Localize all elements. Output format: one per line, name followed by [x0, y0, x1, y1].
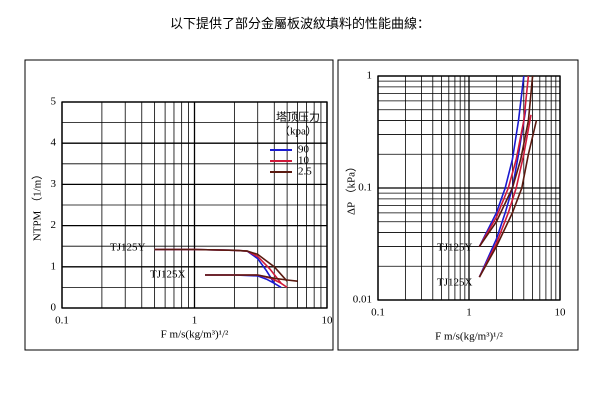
y-tick-label: 1	[51, 260, 57, 272]
curve	[478, 75, 530, 247]
page-title: 以下提供了部分金屬板波紋填料的性能曲線：	[170, 16, 430, 31]
legend-label: 2.5	[298, 166, 312, 178]
y-tick-label: 0.1	[358, 182, 372, 194]
curve	[478, 75, 534, 248]
x-tick-label: 0.1	[55, 315, 69, 327]
curve	[478, 109, 527, 278]
x-axis-label: F m/s(kg/m³)¹/²	[161, 329, 229, 341]
y-tick-label: 3	[51, 178, 57, 190]
x-tick-label: 10	[322, 315, 334, 327]
y-tick-label: 0	[51, 302, 57, 314]
x-tick-label: 1	[466, 307, 472, 319]
legend-title: 塔顶压力	[276, 111, 320, 124]
annotation: TJ125X	[150, 269, 186, 281]
y-tick-label: 4	[51, 137, 57, 149]
curve	[154, 248, 288, 282]
y-tick-label: 2	[51, 219, 57, 231]
curve	[205, 274, 298, 282]
plot-frame	[61, 101, 328, 309]
legend-title: （kpa）	[279, 125, 317, 138]
y-tick-label: 0.01	[353, 294, 372, 306]
curve	[478, 114, 532, 278]
y-tick-label: 5	[51, 96, 57, 108]
right-panel	[337, 59, 579, 351]
y-tick-label: 1	[367, 70, 373, 82]
legend-label: 10	[298, 155, 310, 167]
annotation: TJ125Y	[437, 242, 473, 254]
annotation: TJ125Y	[110, 242, 146, 254]
x-tick-label: 1	[192, 315, 198, 327]
y-axis-label: ΔP （kPa）	[345, 161, 358, 215]
x-tick-label: 10	[555, 307, 567, 319]
y-axis-label: NTPM （1/m）	[31, 169, 44, 241]
curve	[205, 274, 288, 289]
annotation: TJ125X	[437, 277, 473, 289]
legend-label: 90	[298, 144, 310, 156]
x-axis-label: F m/s(kg/m³)¹/²	[435, 331, 503, 343]
curve	[478, 75, 525, 247]
left-panel	[24, 59, 334, 351]
curve	[478, 120, 538, 278]
x-tick-label: 0.1	[371, 307, 385, 319]
plot-frame	[377, 75, 561, 301]
